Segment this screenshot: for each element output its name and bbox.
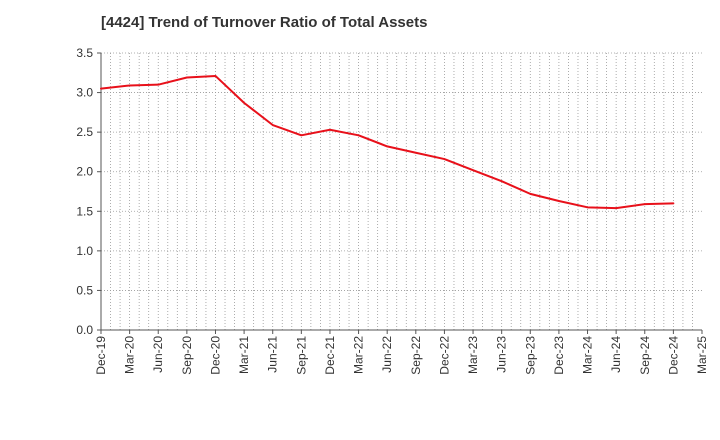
y-tick-label: 0.0	[76, 323, 93, 337]
data-point	[358, 134, 360, 136]
chart-title: [4424] Trend of Turnover Ratio of Total …	[101, 14, 428, 31]
x-tick-label: Mar-21	[237, 336, 251, 374]
data-point	[386, 145, 388, 147]
y-tick-label: 3.5	[76, 46, 93, 60]
data-point	[529, 193, 531, 195]
data-point	[501, 180, 503, 182]
x-tick-label: Mar-25	[695, 336, 709, 374]
data-point	[214, 75, 216, 77]
x-tick-label: Sep-20	[180, 336, 194, 375]
x-tick-label: Jun-20	[151, 336, 165, 373]
data-point	[100, 88, 102, 90]
data-point	[443, 158, 445, 160]
data-point	[300, 134, 302, 136]
y-tick-label: 2.0	[76, 165, 93, 179]
y-tick-labels: 0.0 0.5 1.0 1.5 2.0 2.5 3.0 3.5	[76, 46, 93, 337]
x-tick-label: Sep-23	[523, 336, 537, 375]
data-point	[615, 207, 617, 209]
data-point	[587, 206, 589, 208]
data-point	[472, 169, 474, 171]
x-tick-label: Jun-23	[495, 336, 509, 373]
x-tick-label: Sep-22	[409, 336, 423, 375]
x-tick-labels: Dec-19 Mar-20 Jun-20 Sep-20 Dec-20 Mar-21 Jun-…	[94, 336, 709, 375]
x-tick-label: Sep-21	[294, 336, 308, 375]
x-tick-label: Mar-22	[352, 336, 366, 374]
y-tick-label: 2.5	[76, 125, 93, 139]
axes	[97, 52, 703, 334]
x-tick-label: Dec-22	[437, 336, 451, 375]
grid-lines	[101, 52, 702, 330]
data-point	[415, 152, 417, 154]
x-tick-label: Dec-24	[666, 336, 680, 375]
x-tick-label: Dec-21	[323, 336, 337, 375]
y-tick-label: 1.5	[76, 204, 93, 218]
data-point	[186, 77, 188, 79]
x-tick-label: Mar-20	[123, 336, 137, 374]
data-point	[558, 200, 560, 202]
x-tick-label: Jun-21	[266, 336, 280, 373]
data-point	[272, 124, 274, 126]
x-tick-label: Dec-23	[552, 336, 566, 375]
x-tick-label: Mar-23	[466, 336, 480, 374]
data-point	[243, 102, 245, 104]
x-tick-label: Mar-24	[581, 336, 595, 374]
x-tick-label: Sep-24	[638, 336, 652, 375]
x-tick-label: Dec-19	[94, 336, 108, 375]
x-tick-label: Dec-20	[208, 336, 222, 375]
data-point	[129, 84, 131, 86]
y-tick-label: 0.5	[76, 283, 93, 297]
y-tick-label: 3.0	[76, 86, 93, 100]
data-point	[329, 129, 331, 131]
data-point	[157, 84, 159, 86]
series-layer	[100, 74, 675, 210]
x-tick-label: Jun-24	[609, 336, 623, 373]
data-point	[644, 203, 646, 205]
y-tick-label: 1.0	[76, 244, 93, 258]
x-tick-label: Jun-22	[380, 336, 394, 373]
data-point	[672, 202, 674, 204]
